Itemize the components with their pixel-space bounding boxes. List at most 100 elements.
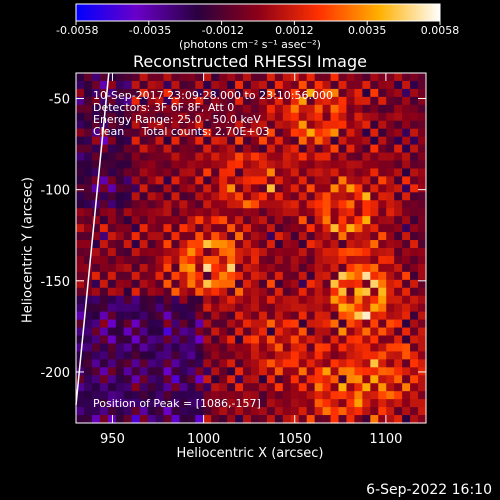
heatmap-cell [131, 73, 141, 82]
heatmap-cell [219, 407, 228, 416]
heatmap-cell [314, 88, 324, 98]
heatmap-cell [163, 144, 173, 154]
heatmap-cell [394, 248, 403, 257]
heatmap-cell [91, 136, 101, 146]
heatmap-cell [418, 112, 427, 122]
heatmap-cell [410, 295, 419, 305]
heatmap-cell [115, 192, 125, 201]
heatmap-cell [83, 319, 93, 329]
heatmap-cell [402, 224, 411, 233]
heatmap-cell [354, 192, 363, 201]
heatmap-cell [346, 407, 355, 416]
heatmap-cell [338, 232, 348, 241]
heatmap-cell [99, 287, 109, 297]
heatmap-cell [147, 152, 157, 162]
heatmap-cell [330, 152, 340, 162]
heatmap-cell [258, 224, 268, 233]
heatmap-cell [195, 263, 204, 273]
heatmap-cell [155, 208, 165, 217]
heatmap-cell [394, 263, 403, 273]
heatmap-cell [139, 96, 149, 106]
heatmap-cell [163, 208, 173, 217]
heatmap-cell [306, 168, 316, 177]
heatmap-cell [298, 224, 308, 233]
heatmap-cell [163, 279, 173, 289]
heatmap-cell [139, 224, 149, 233]
heatmap-cell [123, 240, 133, 249]
heatmap-cell [179, 367, 188, 376]
heatmap-cell [298, 303, 308, 313]
annotation-energy: Energy Range: 25.0 - 50.0 keV [93, 113, 261, 126]
heatmap-cell [354, 176, 363, 185]
heatmap-cell [227, 240, 236, 249]
heatmap-cell [338, 375, 348, 384]
heatmap-cell [147, 415, 157, 424]
heatmap-cell [354, 359, 363, 368]
heatmap-cell [386, 168, 395, 177]
heatmap-cell [354, 168, 363, 177]
heatmap-cell [346, 295, 355, 305]
heatmap-cell [91, 208, 101, 217]
heatmap-cell [298, 232, 308, 241]
heatmap-cell [107, 184, 117, 193]
heatmap-cell [227, 176, 236, 185]
heatmap-cell [91, 319, 101, 329]
heatmap-cell [322, 399, 332, 408]
heatmap-cell [290, 176, 300, 185]
heatmap-cell [131, 112, 141, 122]
heatmap-cell [378, 104, 387, 114]
heatmap-cell [83, 303, 93, 313]
heatmap-cell [163, 263, 173, 273]
heatmap-cell [418, 407, 427, 416]
x-axis: 950 1000 1050 1100 [100, 73, 402, 447]
heatmap-cell [131, 415, 141, 424]
heatmap-cell [179, 152, 188, 162]
heatmap-cell [219, 335, 228, 345]
heatmap-cell [394, 343, 403, 352]
heatmap-cell [107, 335, 117, 345]
heatmap-cell [163, 224, 173, 233]
heatmap-cell [219, 128, 228, 138]
heatmap-cell [251, 88, 260, 98]
heatmap-cell [147, 168, 157, 177]
heatmap-cell [266, 128, 276, 138]
heatmap-cell [227, 343, 236, 352]
heatmap-cell [354, 303, 363, 313]
heatmap-cell [330, 351, 340, 360]
heatmap-cell [203, 351, 212, 360]
heatmap-cell [219, 144, 228, 154]
heatmap-cell [163, 184, 173, 193]
heatmap-cell [370, 319, 379, 329]
heatmap-cell [163, 120, 173, 130]
heatmap-cell [298, 415, 308, 424]
heatmap-cell [107, 407, 117, 416]
heatmap-cell [298, 73, 308, 82]
heatmap-cell [298, 351, 308, 360]
heatmap-cell [243, 96, 252, 106]
heatmap-cell [243, 208, 252, 217]
heatmap-cell [83, 160, 93, 170]
heatmap-cell [131, 303, 141, 313]
heatmap-cell [147, 176, 157, 185]
heatmap-cell [418, 279, 427, 289]
heatmap-cell [123, 335, 133, 345]
heatmap-cell [386, 271, 395, 281]
heatmap-cell [243, 407, 252, 416]
heatmap-cell [306, 112, 316, 122]
heatmap-cell [235, 335, 244, 345]
heatmap-cell [258, 407, 268, 416]
heatmap-cell [115, 232, 125, 241]
heatmap-cell [418, 311, 427, 321]
heatmap-cell [171, 88, 180, 98]
heatmap-cell [258, 152, 268, 162]
heatmap-cell [203, 303, 212, 313]
heatmap-cell [131, 208, 141, 217]
heatmap-cell [235, 168, 244, 177]
heatmap-cell [266, 200, 276, 209]
heatmap-cell [370, 391, 379, 400]
heatmap-cell [211, 120, 220, 130]
heatmap-cell [386, 144, 395, 154]
heatmap-cell [139, 383, 149, 392]
heatmap-cell [410, 271, 419, 281]
heatmap-cell [330, 303, 340, 313]
